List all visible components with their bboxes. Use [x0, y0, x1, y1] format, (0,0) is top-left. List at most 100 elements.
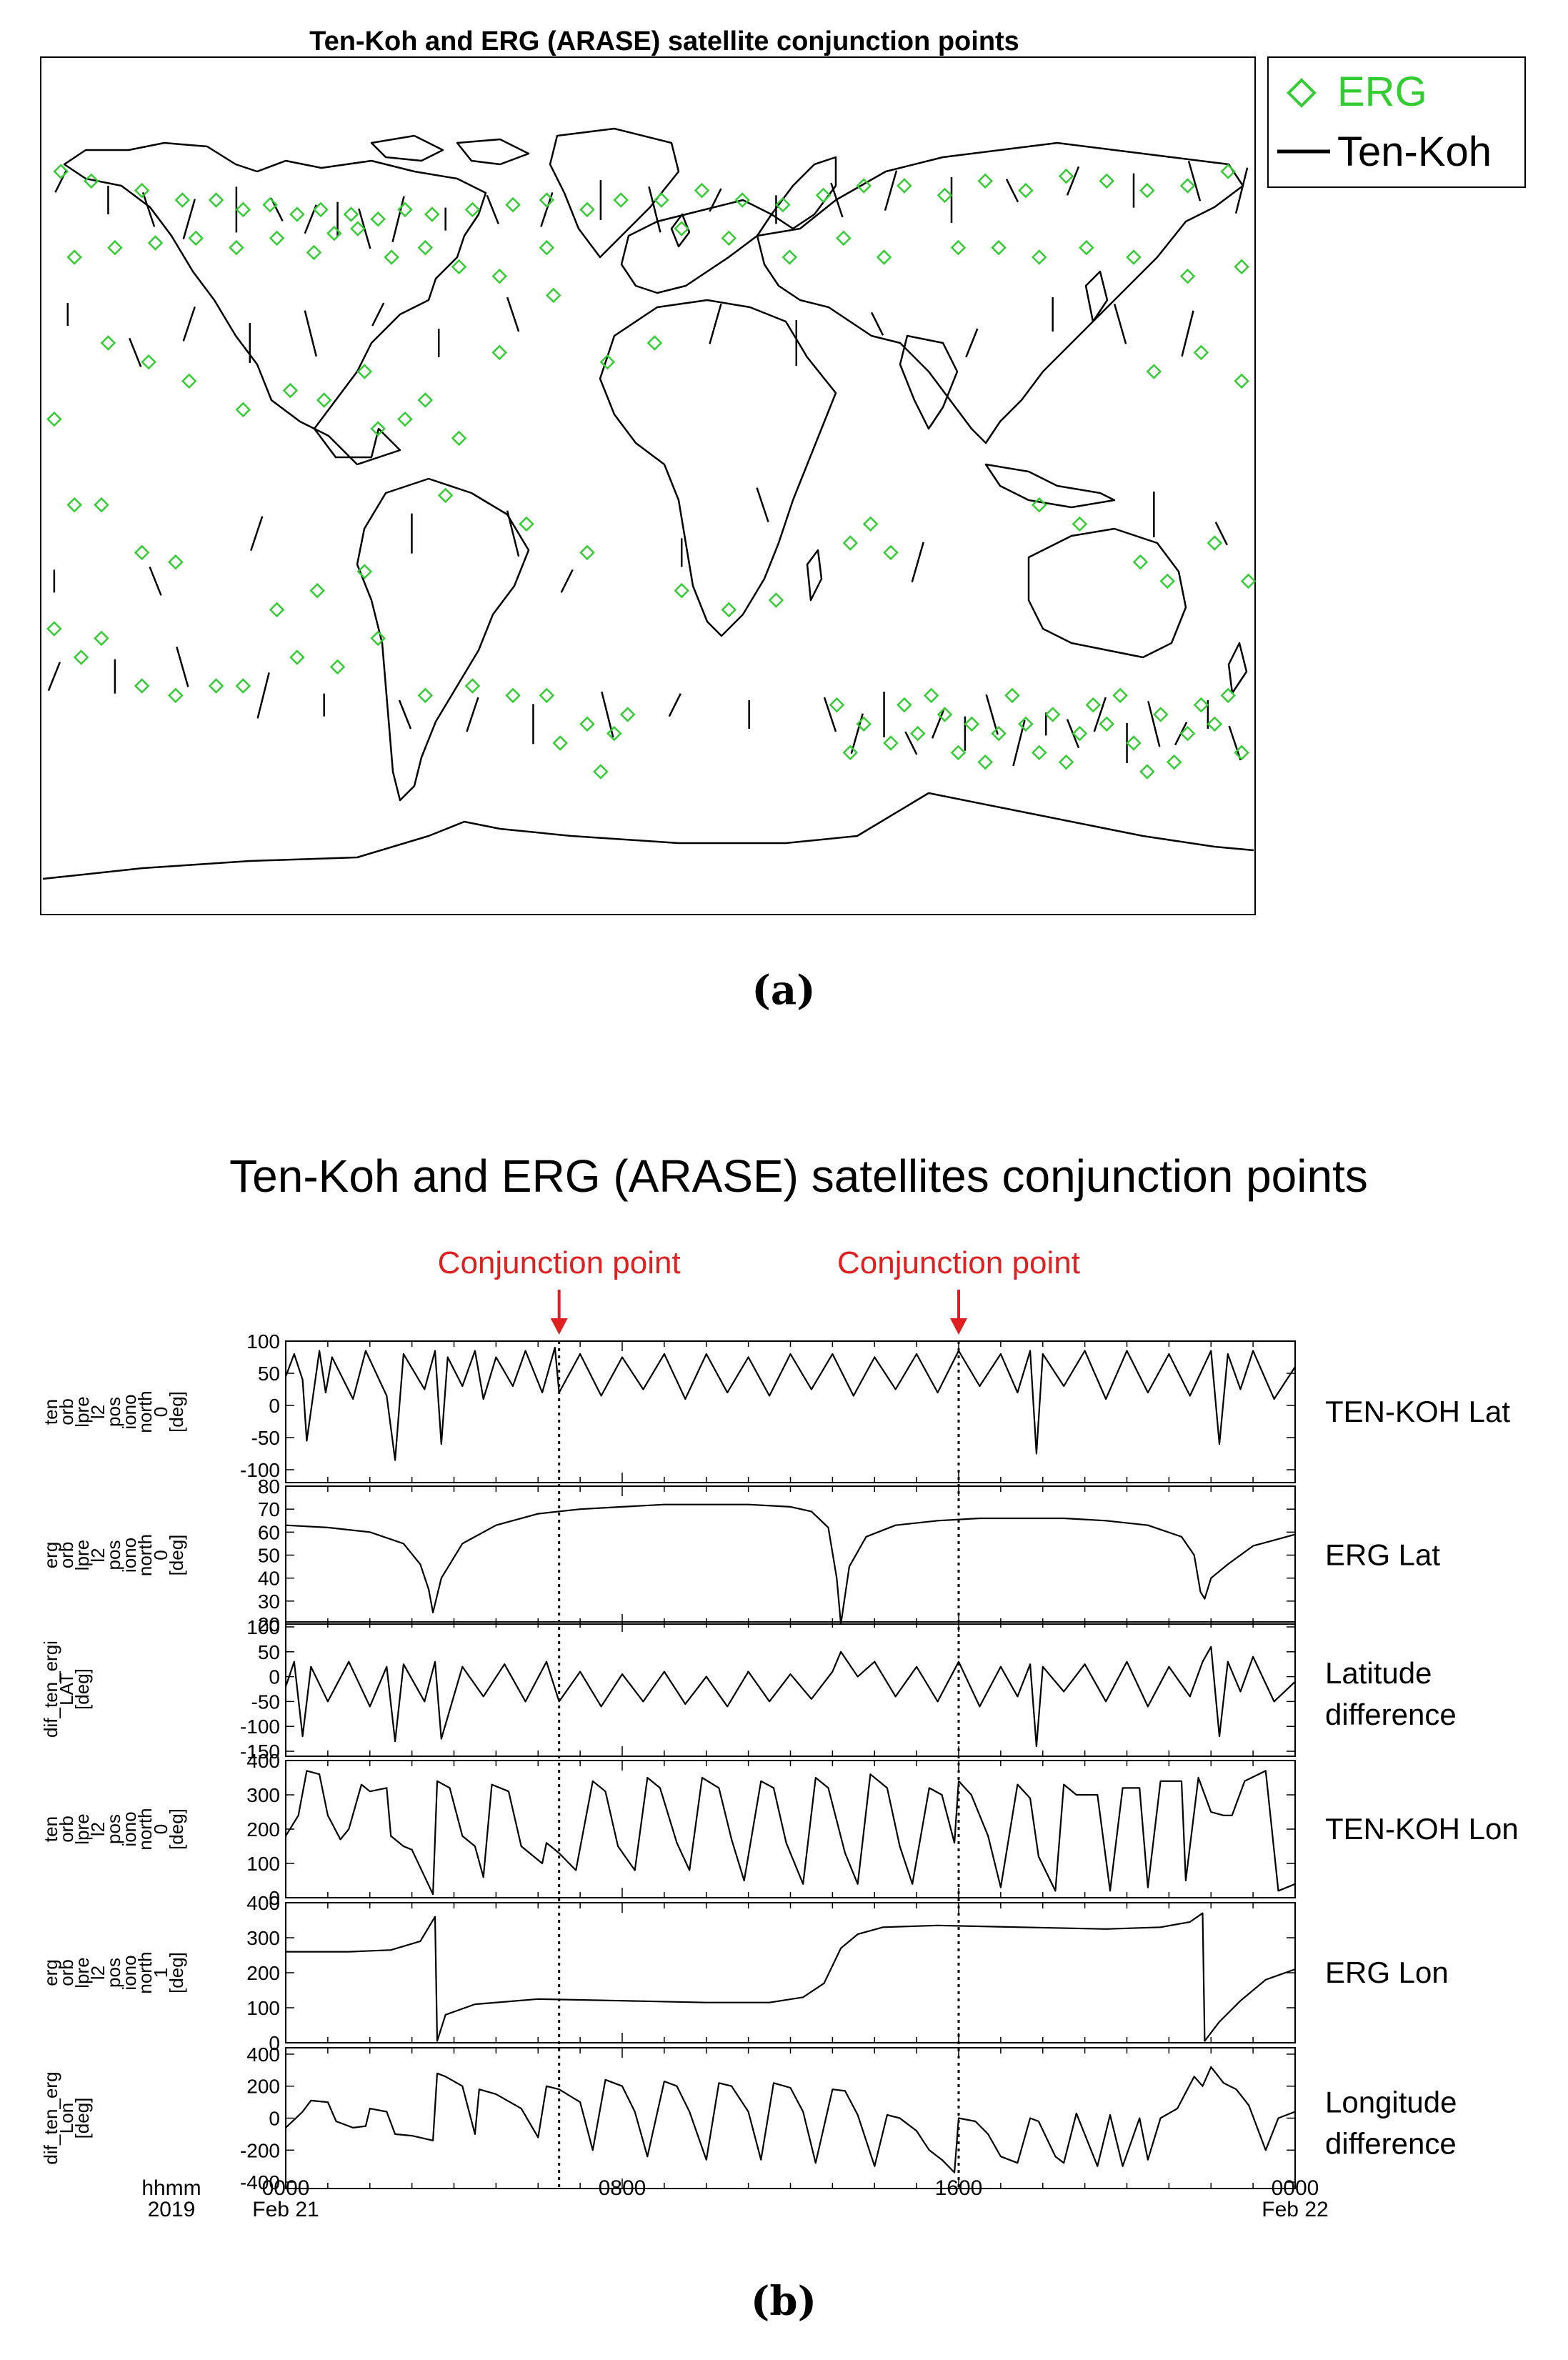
legend-box: [1267, 56, 1526, 188]
panel-a-title: Ten-Koh and ERG (ARASE) satellite conjun…: [309, 26, 1019, 56]
ten-koh-segment: [47, 662, 61, 692]
erg-point: [134, 678, 150, 694]
ten-koh-segment: [466, 697, 479, 732]
erg-point: [775, 196, 791, 213]
panel-b-title: Ten-Koh and ERG (ARASE) satellites conju…: [229, 1150, 1368, 1202]
subplot-5: 400 300 200 100 0 ergorblprel2posiononorth1[d…: [40, 1892, 1449, 2054]
erg-point: [1234, 373, 1249, 389]
erg-point: [141, 354, 156, 370]
erg-point: [1179, 725, 1196, 742]
y-tick-label: 400: [246, 1892, 280, 1914]
erg-point: [208, 678, 224, 694]
erg-point: [1044, 707, 1061, 722]
y-tick-label: 100: [246, 1330, 280, 1353]
erg-point: [519, 516, 534, 532]
y-tick-label: 0: [269, 2032, 280, 2054]
erg-point: [1234, 259, 1249, 275]
series-line: [285, 2066, 1296, 2174]
erg-point: [107, 239, 123, 256]
y-tick-label: 0: [269, 2108, 280, 2130]
y-label-word: pos: [103, 1814, 124, 1844]
erg-point: [269, 602, 285, 618]
ten-koh-segment: [391, 196, 405, 242]
series-line: [284, 1346, 1296, 1461]
erg-point: [539, 192, 555, 208]
y-tick-label: -200: [240, 2139, 280, 2161]
y-label-word: LAT: [56, 1673, 77, 1706]
ten-koh-segment: [182, 306, 196, 342]
y-label-word: 1: [150, 1968, 171, 1978]
y-label-word: iono: [119, 1538, 140, 1573]
erg-point: [1099, 173, 1114, 189]
ten-koh-segment: [1113, 303, 1127, 344]
y-tick-label: 70: [258, 1498, 280, 1520]
erg-point: [417, 239, 434, 256]
erg-point: [991, 239, 1007, 256]
ten-koh-segment: [756, 487, 769, 523]
erg-point: [1146, 364, 1162, 379]
erg-point: [84, 173, 99, 189]
erg-point: [229, 239, 244, 256]
erg-point: [313, 201, 329, 218]
y-label-word: north: [134, 1390, 156, 1433]
erg-point: [579, 716, 595, 732]
ten-koh-segment: [176, 646, 189, 687]
erg-point: [1193, 697, 1209, 713]
erg-point: [329, 659, 346, 675]
erg-point: [1166, 754, 1182, 770]
erg-point: [1207, 535, 1223, 551]
subplot-4: 4003002001000tenorblprel2posiononorth0[d…: [40, 1750, 1519, 1909]
y-tick-label: -100: [240, 1716, 280, 1738]
erg-point: [539, 687, 555, 704]
erg-point: [923, 687, 939, 704]
erg-point: [674, 221, 689, 237]
y-tick-label: 50: [258, 1641, 280, 1663]
erg-point: [397, 411, 413, 427]
y-label-word: orb: [56, 1542, 77, 1569]
erg-point: [235, 678, 251, 694]
erg-point: [46, 621, 62, 637]
x-tick-time: 1600: [935, 2176, 983, 2200]
erg-point: [451, 430, 467, 447]
conjunction-arrow-head: [550, 1318, 568, 1335]
ten-koh-segment: [560, 569, 574, 593]
erg-point: [1032, 249, 1047, 265]
y-label-word: l2: [87, 1405, 109, 1419]
y-label-word: lpre: [71, 1957, 93, 1988]
erg-point: [1018, 182, 1034, 199]
erg-point: [836, 230, 852, 247]
erg-point: [1085, 697, 1102, 713]
erg-point: [862, 516, 879, 532]
panel-b-caption: (b): [751, 2278, 817, 2325]
x-tick-time: 0800: [599, 2176, 646, 2200]
erg-point: [53, 164, 69, 179]
erg-point: [579, 201, 595, 218]
y-label-word: pos: [103, 1958, 124, 1988]
y-tick-label: 100: [246, 1616, 280, 1638]
series-line: [286, 1912, 1296, 2042]
erg-point: [397, 201, 413, 218]
y-tick-label: -150: [240, 1741, 280, 1763]
erg-point: [309, 582, 325, 599]
erg-point: [1126, 735, 1142, 751]
erg-point: [437, 487, 454, 504]
erg-point: [289, 649, 305, 665]
y-label-word: ten: [40, 1816, 61, 1842]
y-label-word: lpre: [71, 1396, 93, 1427]
x-tick-date: Feb 21: [252, 2198, 319, 2221]
erg-point: [1018, 716, 1034, 732]
erg-point: [356, 564, 373, 579]
erg-point: [370, 421, 386, 437]
erg-point: [1153, 707, 1169, 722]
ten-koh-segment: [141, 191, 156, 227]
y-tick-label: 200: [246, 1962, 280, 1984]
erg-point: [417, 392, 434, 408]
y-tick-label: 50: [258, 1545, 280, 1567]
y-label-word: iono: [119, 1955, 140, 1990]
y-tick-label: 20: [258, 1613, 280, 1635]
erg-point: [1207, 716, 1223, 732]
ten-koh-segment: [506, 297, 520, 332]
